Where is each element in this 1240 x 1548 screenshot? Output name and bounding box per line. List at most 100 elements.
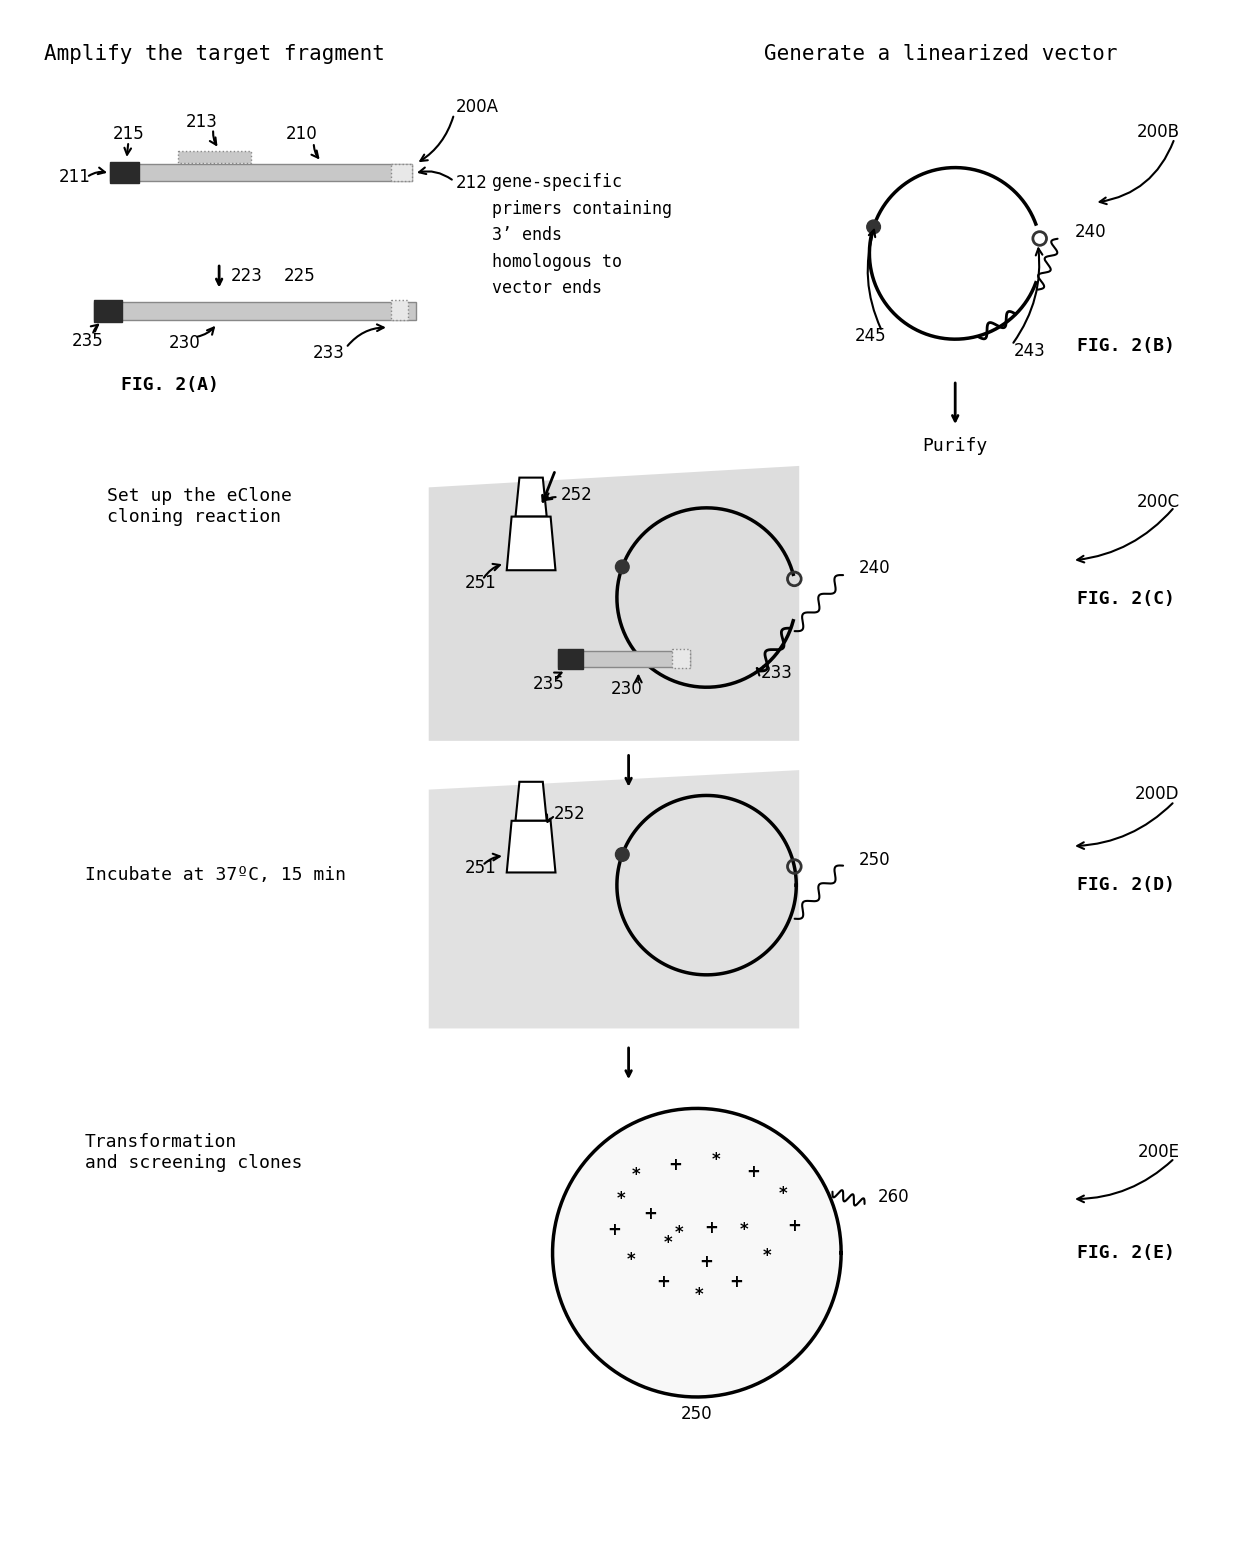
FancyArrowPatch shape: [1013, 248, 1043, 342]
Text: Set up the eClone
cloning reaction: Set up the eClone cloning reaction: [107, 488, 291, 526]
Polygon shape: [507, 820, 556, 873]
Text: 211: 211: [58, 169, 91, 186]
Bar: [179, 152, 252, 163]
Text: +: +: [787, 1217, 801, 1235]
Text: +: +: [704, 1220, 718, 1237]
Text: 233: 233: [761, 664, 794, 681]
Text: FIG. 2(B): FIG. 2(B): [1076, 337, 1174, 354]
FancyArrowPatch shape: [311, 146, 319, 158]
Text: +: +: [746, 1163, 760, 1181]
Polygon shape: [516, 478, 547, 517]
Polygon shape: [516, 782, 547, 820]
Bar: [558, 652, 689, 667]
Text: 200C: 200C: [1136, 492, 1179, 511]
Circle shape: [554, 1110, 839, 1395]
Text: Generate a linearized vector: Generate a linearized vector: [764, 43, 1117, 63]
Text: *: *: [663, 1234, 672, 1252]
Text: *: *: [712, 1152, 720, 1169]
FancyArrowPatch shape: [419, 167, 451, 180]
FancyArrowPatch shape: [420, 116, 454, 161]
Text: FIG. 2(A): FIG. 2(A): [122, 376, 219, 395]
Circle shape: [867, 220, 880, 234]
Circle shape: [615, 560, 629, 574]
Text: FIG. 2(D): FIG. 2(D): [1076, 876, 1174, 895]
FancyArrowPatch shape: [756, 669, 764, 675]
Text: +: +: [729, 1272, 743, 1291]
Text: 250: 250: [858, 851, 890, 868]
FancyArrowPatch shape: [1100, 141, 1173, 204]
Text: +: +: [656, 1272, 670, 1291]
Text: *: *: [616, 1190, 625, 1207]
Text: +: +: [699, 1254, 713, 1271]
Text: 213: 213: [186, 113, 217, 130]
Text: FIG. 2(C): FIG. 2(C): [1076, 590, 1174, 608]
Text: 245: 245: [854, 327, 887, 345]
Text: 243: 243: [1013, 342, 1045, 359]
FancyArrowPatch shape: [547, 814, 553, 822]
FancyArrowPatch shape: [554, 672, 562, 678]
Polygon shape: [507, 517, 556, 570]
Text: Purify: Purify: [923, 438, 988, 455]
Text: Amplify the target fragment: Amplify the target fragment: [43, 43, 384, 63]
Bar: [391, 164, 412, 181]
FancyArrowPatch shape: [1078, 803, 1173, 848]
Text: 251: 251: [465, 574, 496, 591]
Text: *: *: [632, 1166, 641, 1184]
Text: Incubate at 37ºC, 15 min: Incubate at 37ºC, 15 min: [84, 867, 346, 884]
Text: 260: 260: [878, 1189, 910, 1206]
Text: 230: 230: [611, 680, 642, 698]
Text: *: *: [675, 1224, 683, 1241]
FancyArrowPatch shape: [347, 325, 383, 345]
Text: 235: 235: [72, 333, 103, 350]
Text: 212: 212: [456, 175, 487, 192]
Text: gene-specific
primers containing
3’ ends
homologous to
vector ends: gene-specific primers containing 3’ ends…: [492, 173, 672, 297]
Text: 251: 251: [465, 859, 496, 876]
Bar: [94, 302, 417, 320]
Text: 200E: 200E: [1137, 1144, 1179, 1161]
FancyArrowPatch shape: [485, 853, 500, 864]
Text: +: +: [608, 1221, 621, 1240]
FancyArrowPatch shape: [210, 132, 216, 146]
Text: +: +: [644, 1204, 657, 1223]
Bar: [558, 649, 583, 669]
Text: *: *: [779, 1186, 787, 1203]
FancyArrowPatch shape: [1078, 1159, 1173, 1203]
Text: 200A: 200A: [456, 98, 498, 116]
Bar: [94, 300, 122, 322]
Text: 240: 240: [858, 559, 890, 577]
FancyArrowPatch shape: [91, 325, 98, 333]
Text: FIG. 2(E): FIG. 2(E): [1076, 1243, 1174, 1262]
FancyArrowPatch shape: [89, 167, 105, 176]
Text: 223: 223: [231, 266, 263, 285]
Text: 233: 233: [312, 344, 345, 362]
Text: 250: 250: [681, 1404, 713, 1423]
FancyArrowPatch shape: [197, 328, 215, 336]
FancyArrowPatch shape: [868, 229, 880, 328]
Text: 252: 252: [553, 805, 585, 824]
Text: 230: 230: [169, 334, 201, 351]
Text: 240: 240: [1075, 223, 1107, 241]
Text: *: *: [739, 1221, 748, 1240]
FancyArrowPatch shape: [635, 676, 641, 683]
Text: *: *: [763, 1246, 771, 1265]
Text: +: +: [668, 1156, 682, 1173]
Polygon shape: [429, 466, 800, 741]
Bar: [110, 161, 139, 183]
FancyArrowPatch shape: [1078, 509, 1173, 562]
Text: *: *: [694, 1286, 703, 1303]
Text: 235: 235: [533, 675, 564, 694]
Circle shape: [615, 848, 629, 861]
Bar: [391, 300, 408, 320]
FancyArrowPatch shape: [544, 494, 556, 500]
Text: Transformation
and screening clones: Transformation and screening clones: [84, 1133, 303, 1172]
Bar: [110, 164, 412, 181]
Text: 215: 215: [113, 125, 144, 144]
Text: *: *: [626, 1251, 635, 1268]
FancyArrowPatch shape: [124, 144, 131, 155]
FancyArrowPatch shape: [484, 563, 500, 577]
Bar: [672, 649, 689, 667]
Text: 252: 252: [560, 486, 591, 505]
Text: 200D: 200D: [1135, 785, 1179, 803]
Text: 225: 225: [284, 266, 315, 285]
Polygon shape: [429, 769, 800, 1028]
